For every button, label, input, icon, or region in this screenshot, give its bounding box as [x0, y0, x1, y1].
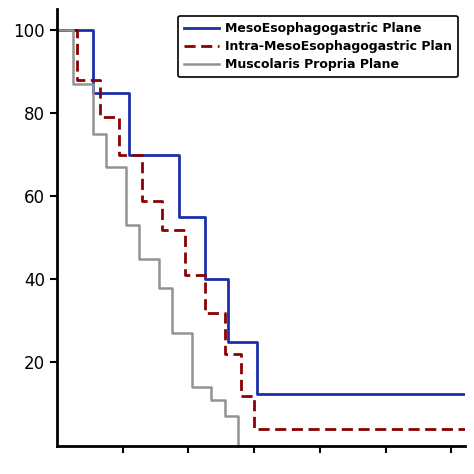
Legend: MesoEsophagogastric Plane, Intra-MesoEsophagogastric Plan, Muscolaris Propria Pl: MesoEsophagogastric Plane, Intra-MesoEso…: [178, 16, 458, 77]
